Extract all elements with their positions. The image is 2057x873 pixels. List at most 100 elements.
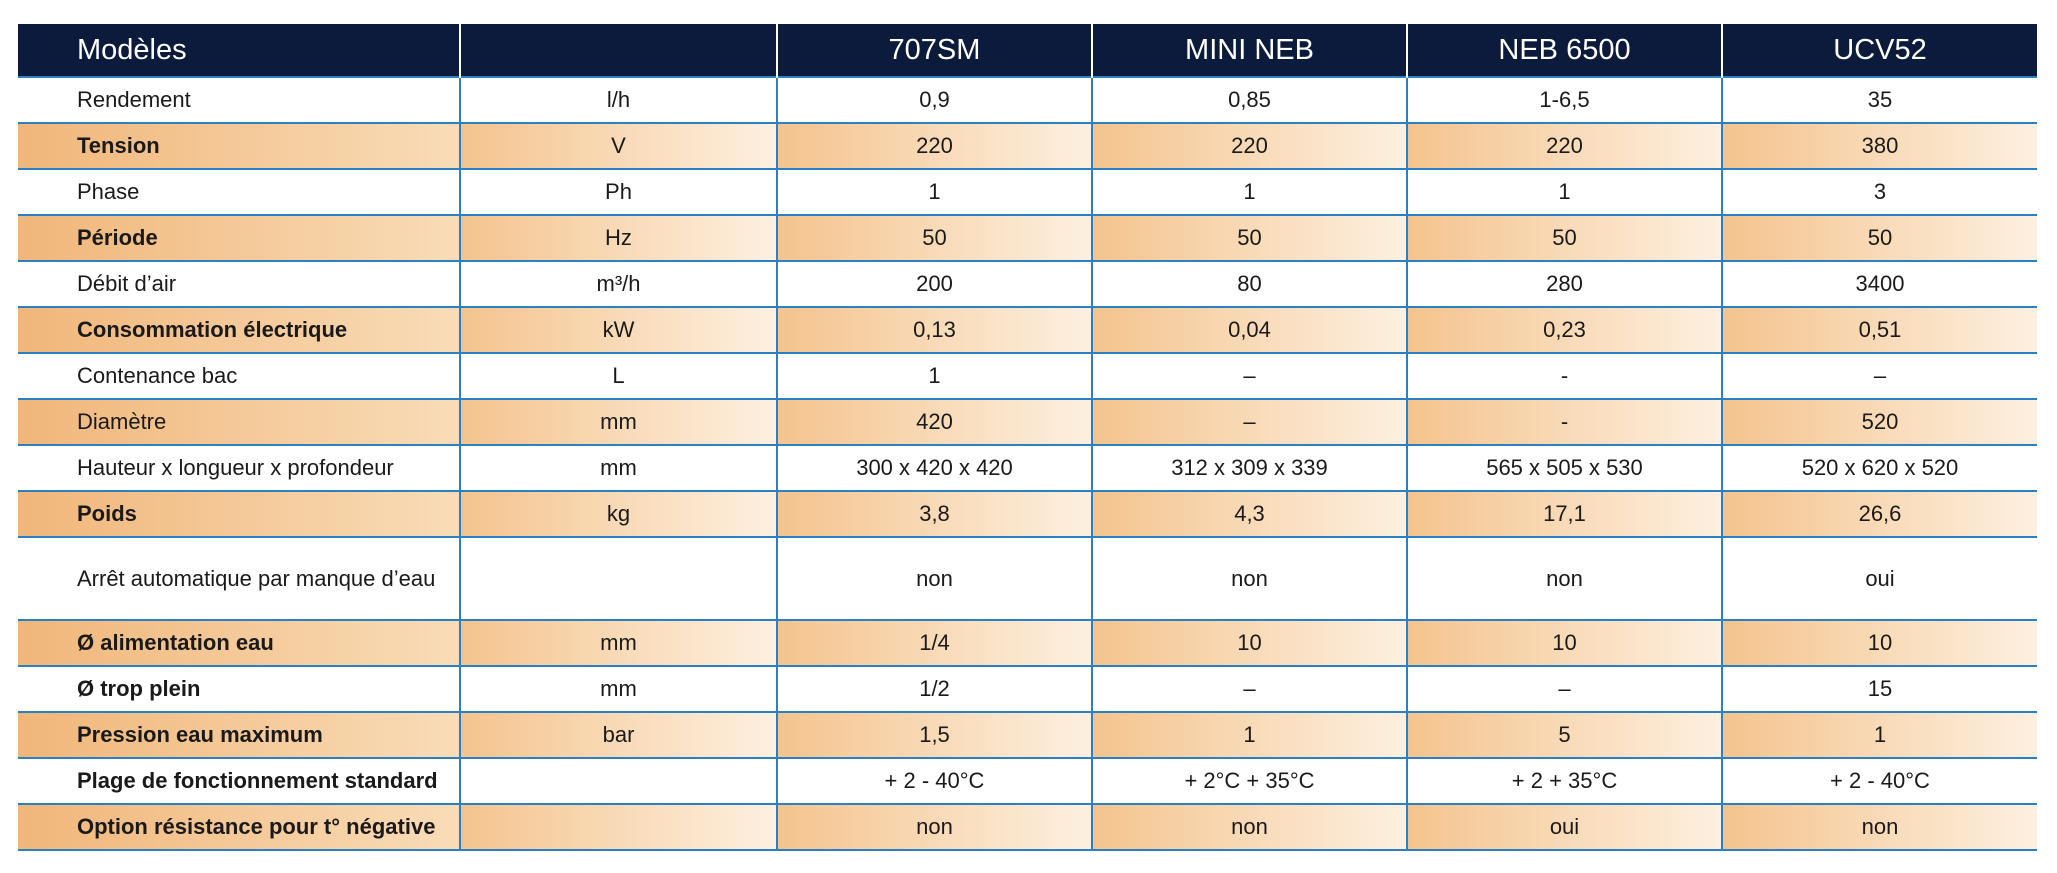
value: 1 — [776, 352, 1092, 400]
table-row: Hauteur x longueur x profondeur mm 300 x 4… — [18, 444, 2037, 492]
row-label: Option résistance pour t° négative — [77, 814, 436, 839]
value: 1-6,5 — [1406, 76, 1722, 124]
table-row: Diamètre mm 420– -520 — [18, 398, 2037, 446]
model-name: NEB 6500 — [1406, 24, 1722, 77]
value: 520 — [1721, 398, 2037, 446]
value: - — [1406, 352, 1722, 400]
value: 1 — [1091, 168, 1407, 216]
row-label-cell: Ø alimentation eau — [18, 619, 460, 667]
row-label-cell: Poids — [18, 490, 460, 538]
value: 220 — [1091, 122, 1407, 170]
value: – — [1406, 665, 1722, 713]
value: 380 — [1721, 122, 2037, 170]
value: – — [1091, 665, 1407, 713]
row-label: Arrêt automatique par manque d’eau — [77, 565, 436, 591]
row-label: Hauteur x longueur x profondeur — [77, 455, 394, 480]
value: non — [1091, 536, 1407, 621]
value: 420 — [776, 398, 1092, 446]
table-row: Débit d’air m³/h 200 80 280 3400 — [18, 260, 2037, 308]
row-label: Tension — [77, 133, 160, 158]
value: – — [1091, 398, 1407, 446]
value: non — [1406, 536, 1722, 621]
value: 1,5 — [776, 711, 1092, 759]
unit: mm — [459, 665, 777, 713]
header-row: Modèles 707SM MINI NEB NEB 6500 UCV52 — [18, 24, 2037, 77]
value: 1 — [776, 168, 1092, 216]
value: 50 — [1091, 214, 1407, 262]
value: 1 — [1091, 711, 1407, 759]
value: oui — [1406, 803, 1722, 851]
row-label-cell: Phase — [18, 168, 460, 216]
value: 17,1 — [1406, 490, 1722, 538]
unit: l/h — [459, 76, 777, 124]
header-label: Modèles — [18, 24, 460, 77]
unit-cell — [459, 536, 777, 621]
table-row: Contenance bac L 1– - – — [18, 352, 2037, 400]
table-row: Poids kg 3,8 4,3 17,1 26,6 — [18, 490, 2037, 538]
unit: V — [459, 122, 777, 170]
unit-cell — [459, 757, 777, 805]
table-row: Rendement l/h 0,9 0,85 1-6,5 35 — [18, 76, 2037, 124]
row-label: Contenance bac — [77, 363, 238, 388]
row-label-cell: Hauteur x longueur x profondeur — [18, 444, 460, 492]
value: 1/2 — [776, 665, 1092, 713]
value: 0,04 — [1091, 306, 1407, 354]
row-label-cell: Débit d’air — [18, 260, 460, 308]
value: + 2 + 35°C — [1406, 757, 1722, 805]
value: 3 — [1721, 168, 2037, 216]
row-label-cell: Option résistance pour t° négative — [18, 803, 460, 851]
unit: m³/h — [459, 260, 777, 308]
value: 0,9 — [776, 76, 1092, 124]
row-label-cell: Rendement — [18, 76, 460, 124]
unit: Hz — [459, 214, 777, 262]
value: 10 — [1721, 619, 2037, 667]
value: 280 — [1406, 260, 1722, 308]
table-row: Phase Ph 1 1 1 3 — [18, 168, 2037, 216]
row-label-cell: Tension — [18, 122, 460, 170]
row-label: Phase — [77, 179, 140, 204]
value: + 2°C + 35°C — [1091, 757, 1407, 805]
row-label: Ø trop plein — [77, 676, 201, 701]
row-label-cell: Pression eau maximum — [18, 711, 460, 759]
unit: bar — [459, 711, 777, 759]
row-label-cell: Consommation électrique — [18, 306, 460, 354]
value: + 2 - 40°C — [776, 757, 1092, 805]
table-row: Ø trop plein mm 1/2– –15 — [18, 665, 2037, 713]
value: 50 — [1406, 214, 1722, 262]
unit: L — [459, 352, 777, 400]
value: 300 x 420 x 420 — [776, 444, 1092, 492]
value: 26,6 — [1721, 490, 2037, 538]
table-body: Rendement l/h 0,9 0,85 1-6,5 35 Tension V 220 220… — [18, 76, 2037, 851]
row-label: Poids — [77, 501, 137, 526]
row-label-cell: Ø trop plein — [18, 665, 460, 713]
row-label-cell: Plage de fonctionnement standard — [18, 757, 460, 805]
value: 0,23 — [1406, 306, 1722, 354]
model-name: 707SM — [776, 24, 1092, 77]
value: 220 — [1406, 122, 1722, 170]
row-label: Consommation électrique — [77, 317, 348, 342]
value: 15 — [1721, 665, 2037, 713]
unit: mm — [459, 444, 777, 492]
row-label: Rendement — [77, 87, 191, 112]
row-label: Ø alimentation eau — [77, 630, 274, 655]
row-label-cell: Arrêt automatique par manque d’eau — [18, 536, 460, 621]
value: non — [776, 803, 1092, 851]
value: 1 — [1406, 168, 1722, 216]
row-label: Débit d’air — [77, 271, 177, 296]
value: non — [1091, 803, 1407, 851]
value: 0,51 — [1721, 306, 2037, 354]
value: 10 — [1406, 619, 1722, 667]
row-label: Pression eau maximum — [77, 722, 323, 747]
unit: kg — [459, 490, 777, 538]
value: 3,8 — [776, 490, 1092, 538]
row-label-cell: Période — [18, 214, 460, 262]
model-name: UCV52 — [1721, 24, 2037, 77]
row-label-cell: Contenance bac — [18, 352, 460, 400]
value: oui — [1721, 536, 2037, 621]
table-row: Période Hz 50 50 50 50 — [18, 214, 2037, 262]
value: 565 x 505 x 530 — [1406, 444, 1722, 492]
table-row: Consommation électrique kW 0,13 0,04 0,23 0,5… — [18, 306, 2037, 354]
value: 10 — [1091, 619, 1407, 667]
value: non — [776, 536, 1092, 621]
